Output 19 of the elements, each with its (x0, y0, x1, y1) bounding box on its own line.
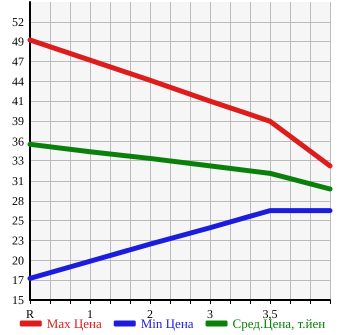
y-tick-label: 47 (12, 54, 24, 69)
y-tick-label: 41 (12, 94, 24, 108)
y-tick-label: 23 (12, 233, 24, 248)
y-tick-label: 28 (12, 194, 24, 208)
y-tick-label: 39 (12, 114, 24, 128)
x-tick-label: 2 (147, 307, 153, 321)
y-tick-label: 52 (12, 15, 24, 30)
y-tick-label: 31 (12, 174, 24, 188)
y-tick-label: 49 (12, 34, 24, 48)
y-tick-label: 33 (12, 154, 24, 168)
y-tick-label: 44 (12, 74, 24, 89)
y-tick-label: 17 (12, 272, 24, 287)
x-tick-label: R (26, 307, 34, 321)
y-tick-label: 36 (12, 134, 24, 148)
y-tick-label: 20 (12, 254, 24, 268)
y-tick-label: 25 (12, 213, 24, 228)
x-tick-label: 1 (87, 307, 93, 321)
y-tick-label: 15 (12, 293, 24, 307)
x-tick-label: 3 (207, 307, 213, 321)
